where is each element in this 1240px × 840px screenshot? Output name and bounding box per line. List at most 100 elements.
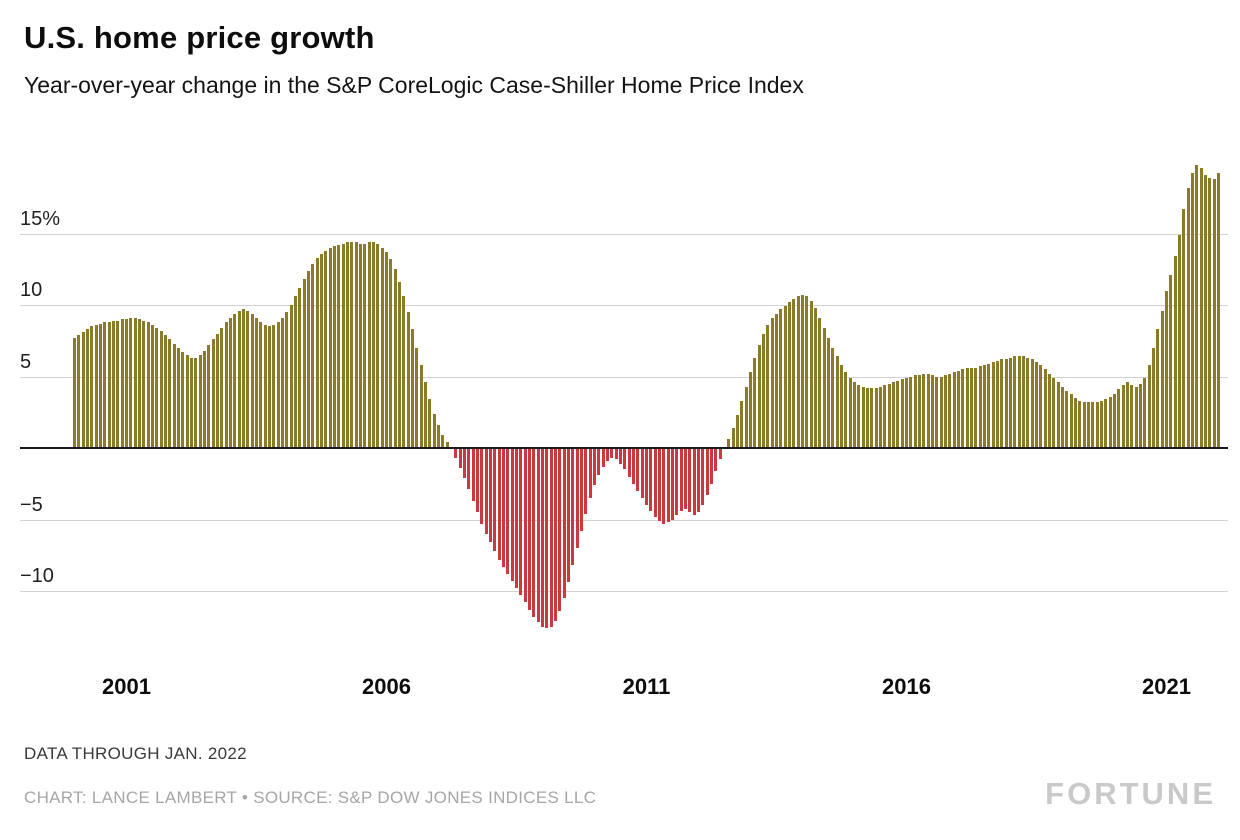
bar [974, 367, 978, 448]
bar [1203, 174, 1207, 448]
bar [1147, 365, 1151, 448]
bar [740, 400, 744, 448]
chart-source-credit: CHART: LANCE LAMBERT • SOURCE: S&P DOW J… [24, 788, 597, 807]
bar [887, 383, 891, 448]
bar [328, 247, 332, 448]
bar [1190, 173, 1194, 448]
bar [813, 307, 817, 448]
bar [761, 333, 765, 448]
bar [1008, 357, 1012, 448]
bar [839, 365, 843, 448]
bar [688, 448, 692, 513]
bar [683, 448, 687, 510]
bar [562, 448, 566, 599]
bar [584, 448, 588, 514]
x-axis-label: 2006 [362, 674, 411, 699]
bar [1173, 256, 1177, 448]
bar [324, 250, 328, 448]
fortune-logo: FORTUNE [1045, 776, 1216, 811]
gridline [20, 233, 1228, 235]
bar [163, 335, 167, 448]
bar [653, 448, 657, 517]
bar [185, 355, 189, 448]
bar [770, 317, 774, 448]
bar [1104, 399, 1108, 448]
bar [384, 252, 388, 448]
bar [1134, 386, 1138, 448]
bar [189, 357, 193, 448]
bar [497, 448, 501, 560]
gridline [20, 305, 1228, 306]
x-axis-label: 2001 [102, 674, 151, 699]
bar [692, 448, 696, 516]
bar [857, 385, 861, 448]
bar [1212, 179, 1216, 448]
bar [787, 302, 791, 448]
bar [523, 448, 527, 603]
gridline [20, 376, 1228, 378]
bar [475, 448, 479, 513]
bar [558, 448, 562, 612]
bar [1121, 385, 1125, 448]
bar [354, 242, 358, 448]
bar [510, 448, 514, 581]
y-axis-label: −10 [20, 565, 54, 587]
bar [241, 309, 245, 448]
bar [90, 326, 94, 448]
bar [371, 242, 375, 448]
bar [930, 375, 934, 448]
bar [588, 448, 592, 499]
bar [350, 242, 354, 448]
bar [124, 319, 128, 448]
bar [1034, 362, 1038, 448]
bar [220, 327, 224, 448]
bar [922, 373, 926, 448]
bar [514, 448, 518, 589]
bar [111, 320, 115, 448]
bar [644, 448, 648, 506]
bar [198, 355, 202, 448]
bar [85, 329, 89, 448]
bar [272, 325, 276, 448]
y-axis-label: 10 [20, 279, 43, 301]
bar [870, 387, 874, 448]
bar [935, 376, 939, 448]
bar [168, 339, 172, 448]
bar [311, 263, 315, 448]
bar [909, 376, 913, 448]
bar [822, 327, 826, 448]
bar [926, 373, 930, 448]
bar [649, 448, 653, 511]
bar [553, 448, 557, 622]
bar [640, 448, 644, 499]
bar [1095, 402, 1099, 448]
bar [1056, 382, 1060, 448]
bar [714, 448, 718, 471]
bar [1030, 359, 1034, 448]
bar [1108, 396, 1112, 448]
bar [376, 243, 380, 448]
bar [458, 448, 462, 469]
bar [484, 448, 488, 534]
bar [445, 442, 449, 448]
bar [670, 448, 674, 520]
bar [358, 243, 362, 448]
bar [306, 270, 310, 448]
y-axis-label: 5 [20, 350, 32, 373]
bar [393, 269, 397, 448]
bar [809, 300, 813, 448]
bar [545, 448, 549, 629]
bar [1199, 167, 1203, 448]
bar [917, 375, 921, 448]
bar [969, 367, 973, 448]
bar [774, 313, 778, 448]
bar [861, 386, 865, 448]
bar [900, 379, 904, 448]
bar [211, 339, 215, 448]
bar [597, 448, 601, 476]
data-through-note: DATA THROUGH JAN. 2022 [24, 744, 247, 763]
bar [852, 382, 856, 448]
bar [679, 448, 683, 511]
bar [1026, 357, 1030, 448]
bar [389, 259, 393, 448]
